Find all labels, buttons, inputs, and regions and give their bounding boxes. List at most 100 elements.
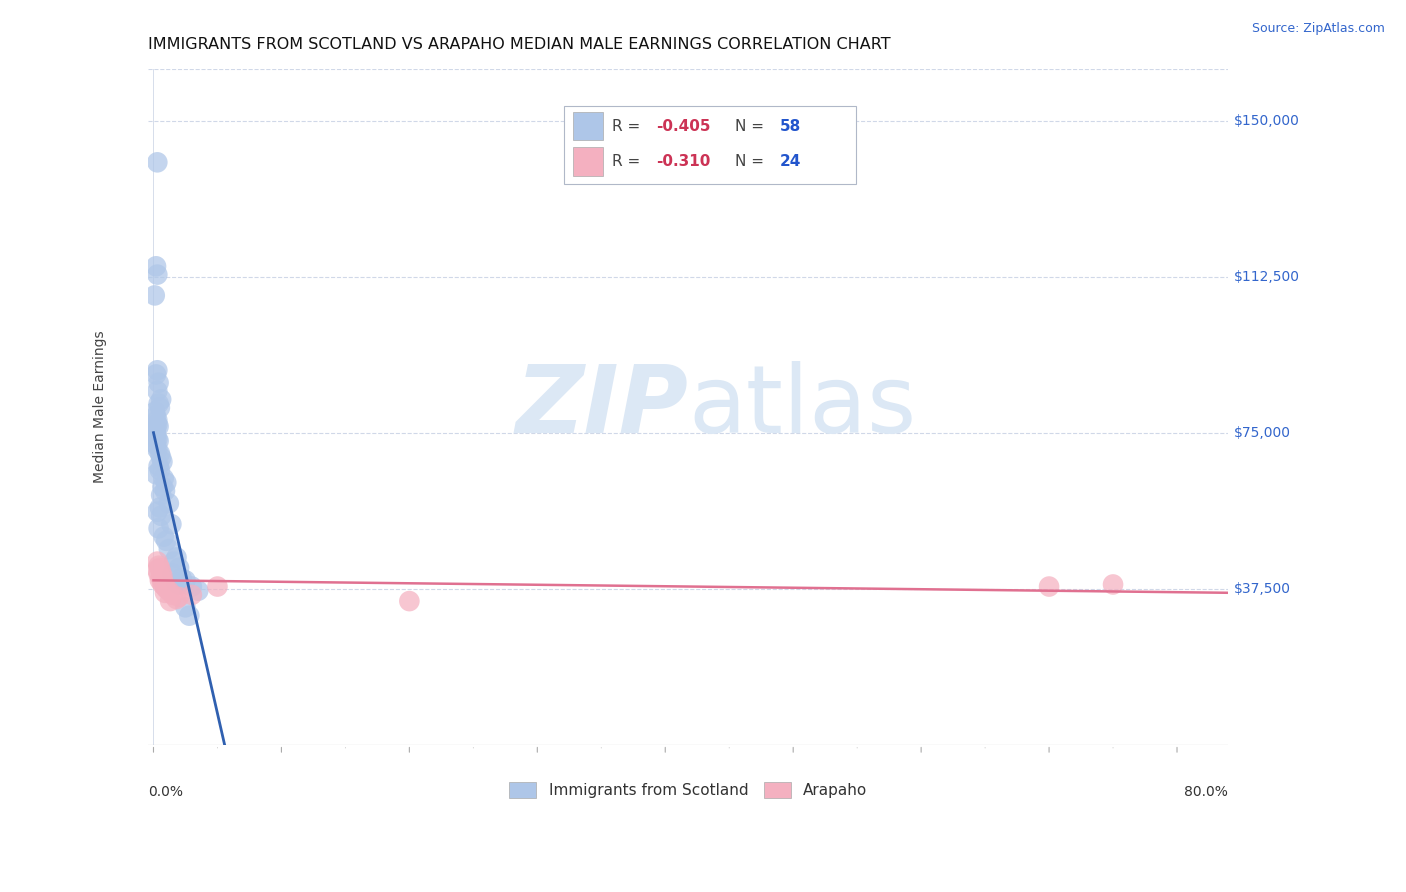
Point bbox=[149, 561, 172, 575]
Point bbox=[143, 288, 166, 302]
Point bbox=[152, 471, 174, 485]
Point bbox=[145, 368, 167, 382]
Point bbox=[148, 458, 170, 473]
Point bbox=[153, 580, 176, 594]
Point bbox=[146, 155, 169, 169]
Point bbox=[150, 565, 173, 579]
Text: 0.0%: 0.0% bbox=[149, 785, 183, 799]
Point bbox=[157, 496, 180, 510]
Point bbox=[167, 590, 190, 604]
Point bbox=[163, 555, 186, 569]
Point bbox=[152, 480, 174, 494]
Point bbox=[143, 405, 166, 419]
Bar bbox=[572, 112, 603, 140]
Point bbox=[146, 555, 169, 569]
Text: -0.405: -0.405 bbox=[655, 119, 710, 134]
Text: Median Male Earnings: Median Male Earnings bbox=[93, 330, 107, 483]
Point bbox=[146, 417, 169, 432]
Point bbox=[152, 577, 174, 591]
Text: $150,000: $150,000 bbox=[1233, 114, 1299, 128]
Point bbox=[150, 571, 173, 585]
Point bbox=[148, 521, 170, 535]
Point bbox=[146, 505, 169, 519]
Point bbox=[1038, 580, 1060, 594]
Point bbox=[155, 582, 177, 596]
Point bbox=[149, 463, 172, 477]
Point bbox=[152, 575, 174, 590]
Point bbox=[143, 424, 166, 438]
Point bbox=[166, 592, 188, 607]
Point bbox=[1102, 577, 1125, 591]
Point bbox=[207, 580, 229, 594]
Point bbox=[146, 413, 169, 427]
Point bbox=[145, 430, 167, 444]
Text: R =: R = bbox=[612, 119, 645, 134]
Point bbox=[146, 268, 169, 282]
Point bbox=[148, 396, 170, 410]
Text: N =: N = bbox=[735, 119, 769, 134]
Point bbox=[145, 427, 167, 442]
Point bbox=[148, 567, 170, 582]
Point bbox=[187, 583, 209, 598]
Point bbox=[145, 421, 167, 435]
Point bbox=[150, 508, 173, 523]
Point bbox=[146, 363, 169, 377]
Text: $75,000: $75,000 bbox=[1233, 425, 1291, 440]
Text: atlas: atlas bbox=[689, 360, 917, 452]
Text: $112,500: $112,500 bbox=[1233, 269, 1299, 284]
Point bbox=[159, 594, 181, 608]
Bar bbox=[572, 147, 603, 176]
Point bbox=[180, 588, 202, 602]
Text: Source: ZipAtlas.com: Source: ZipAtlas.com bbox=[1251, 22, 1385, 36]
Text: IMMIGRANTS FROM SCOTLAND VS ARAPAHO MEDIAN MALE EARNINGS CORRELATION CHART: IMMIGRANTS FROM SCOTLAND VS ARAPAHO MEDI… bbox=[149, 37, 891, 53]
Text: $37,500: $37,500 bbox=[1233, 582, 1291, 596]
Point bbox=[166, 550, 188, 565]
Point bbox=[148, 558, 170, 573]
Text: 24: 24 bbox=[780, 153, 801, 169]
Point bbox=[148, 419, 170, 434]
Point bbox=[146, 432, 169, 446]
Point bbox=[146, 442, 169, 457]
Point bbox=[167, 577, 190, 591]
Point bbox=[155, 533, 177, 548]
Point bbox=[157, 542, 180, 557]
Point bbox=[174, 574, 197, 588]
Point bbox=[152, 455, 174, 469]
Point bbox=[153, 483, 176, 498]
Point bbox=[149, 500, 172, 515]
Point bbox=[150, 450, 173, 465]
Point bbox=[162, 567, 184, 582]
Point bbox=[149, 401, 172, 415]
Point bbox=[152, 530, 174, 544]
Point bbox=[174, 600, 197, 615]
Point bbox=[160, 517, 183, 532]
Point bbox=[143, 436, 166, 450]
Text: N =: N = bbox=[735, 153, 769, 169]
Point bbox=[167, 561, 190, 575]
Point bbox=[145, 438, 167, 452]
Legend: Immigrants from Scotland, Arapaho: Immigrants from Scotland, Arapaho bbox=[503, 776, 873, 805]
Point bbox=[150, 392, 173, 407]
Point bbox=[398, 594, 420, 608]
Point bbox=[157, 583, 180, 598]
Point bbox=[153, 586, 176, 600]
Point bbox=[170, 571, 193, 585]
Point bbox=[146, 563, 169, 577]
Text: 58: 58 bbox=[780, 119, 801, 134]
Point bbox=[143, 425, 166, 440]
Point bbox=[179, 608, 201, 623]
Point bbox=[145, 409, 167, 423]
Point bbox=[145, 260, 167, 274]
Text: 80.0%: 80.0% bbox=[1184, 785, 1229, 799]
Point bbox=[148, 376, 170, 390]
Point bbox=[166, 575, 188, 590]
Text: -0.310: -0.310 bbox=[655, 153, 710, 169]
Point bbox=[145, 467, 167, 482]
Point bbox=[146, 384, 169, 398]
Point bbox=[162, 588, 184, 602]
Point bbox=[149, 446, 172, 460]
FancyBboxPatch shape bbox=[564, 106, 856, 184]
Point bbox=[152, 569, 174, 583]
Point bbox=[155, 475, 177, 490]
Point bbox=[148, 434, 170, 448]
